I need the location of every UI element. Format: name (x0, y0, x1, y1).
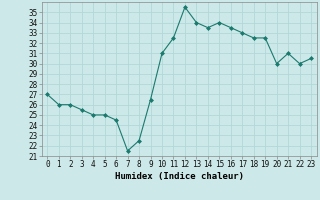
X-axis label: Humidex (Indice chaleur): Humidex (Indice chaleur) (115, 172, 244, 181)
